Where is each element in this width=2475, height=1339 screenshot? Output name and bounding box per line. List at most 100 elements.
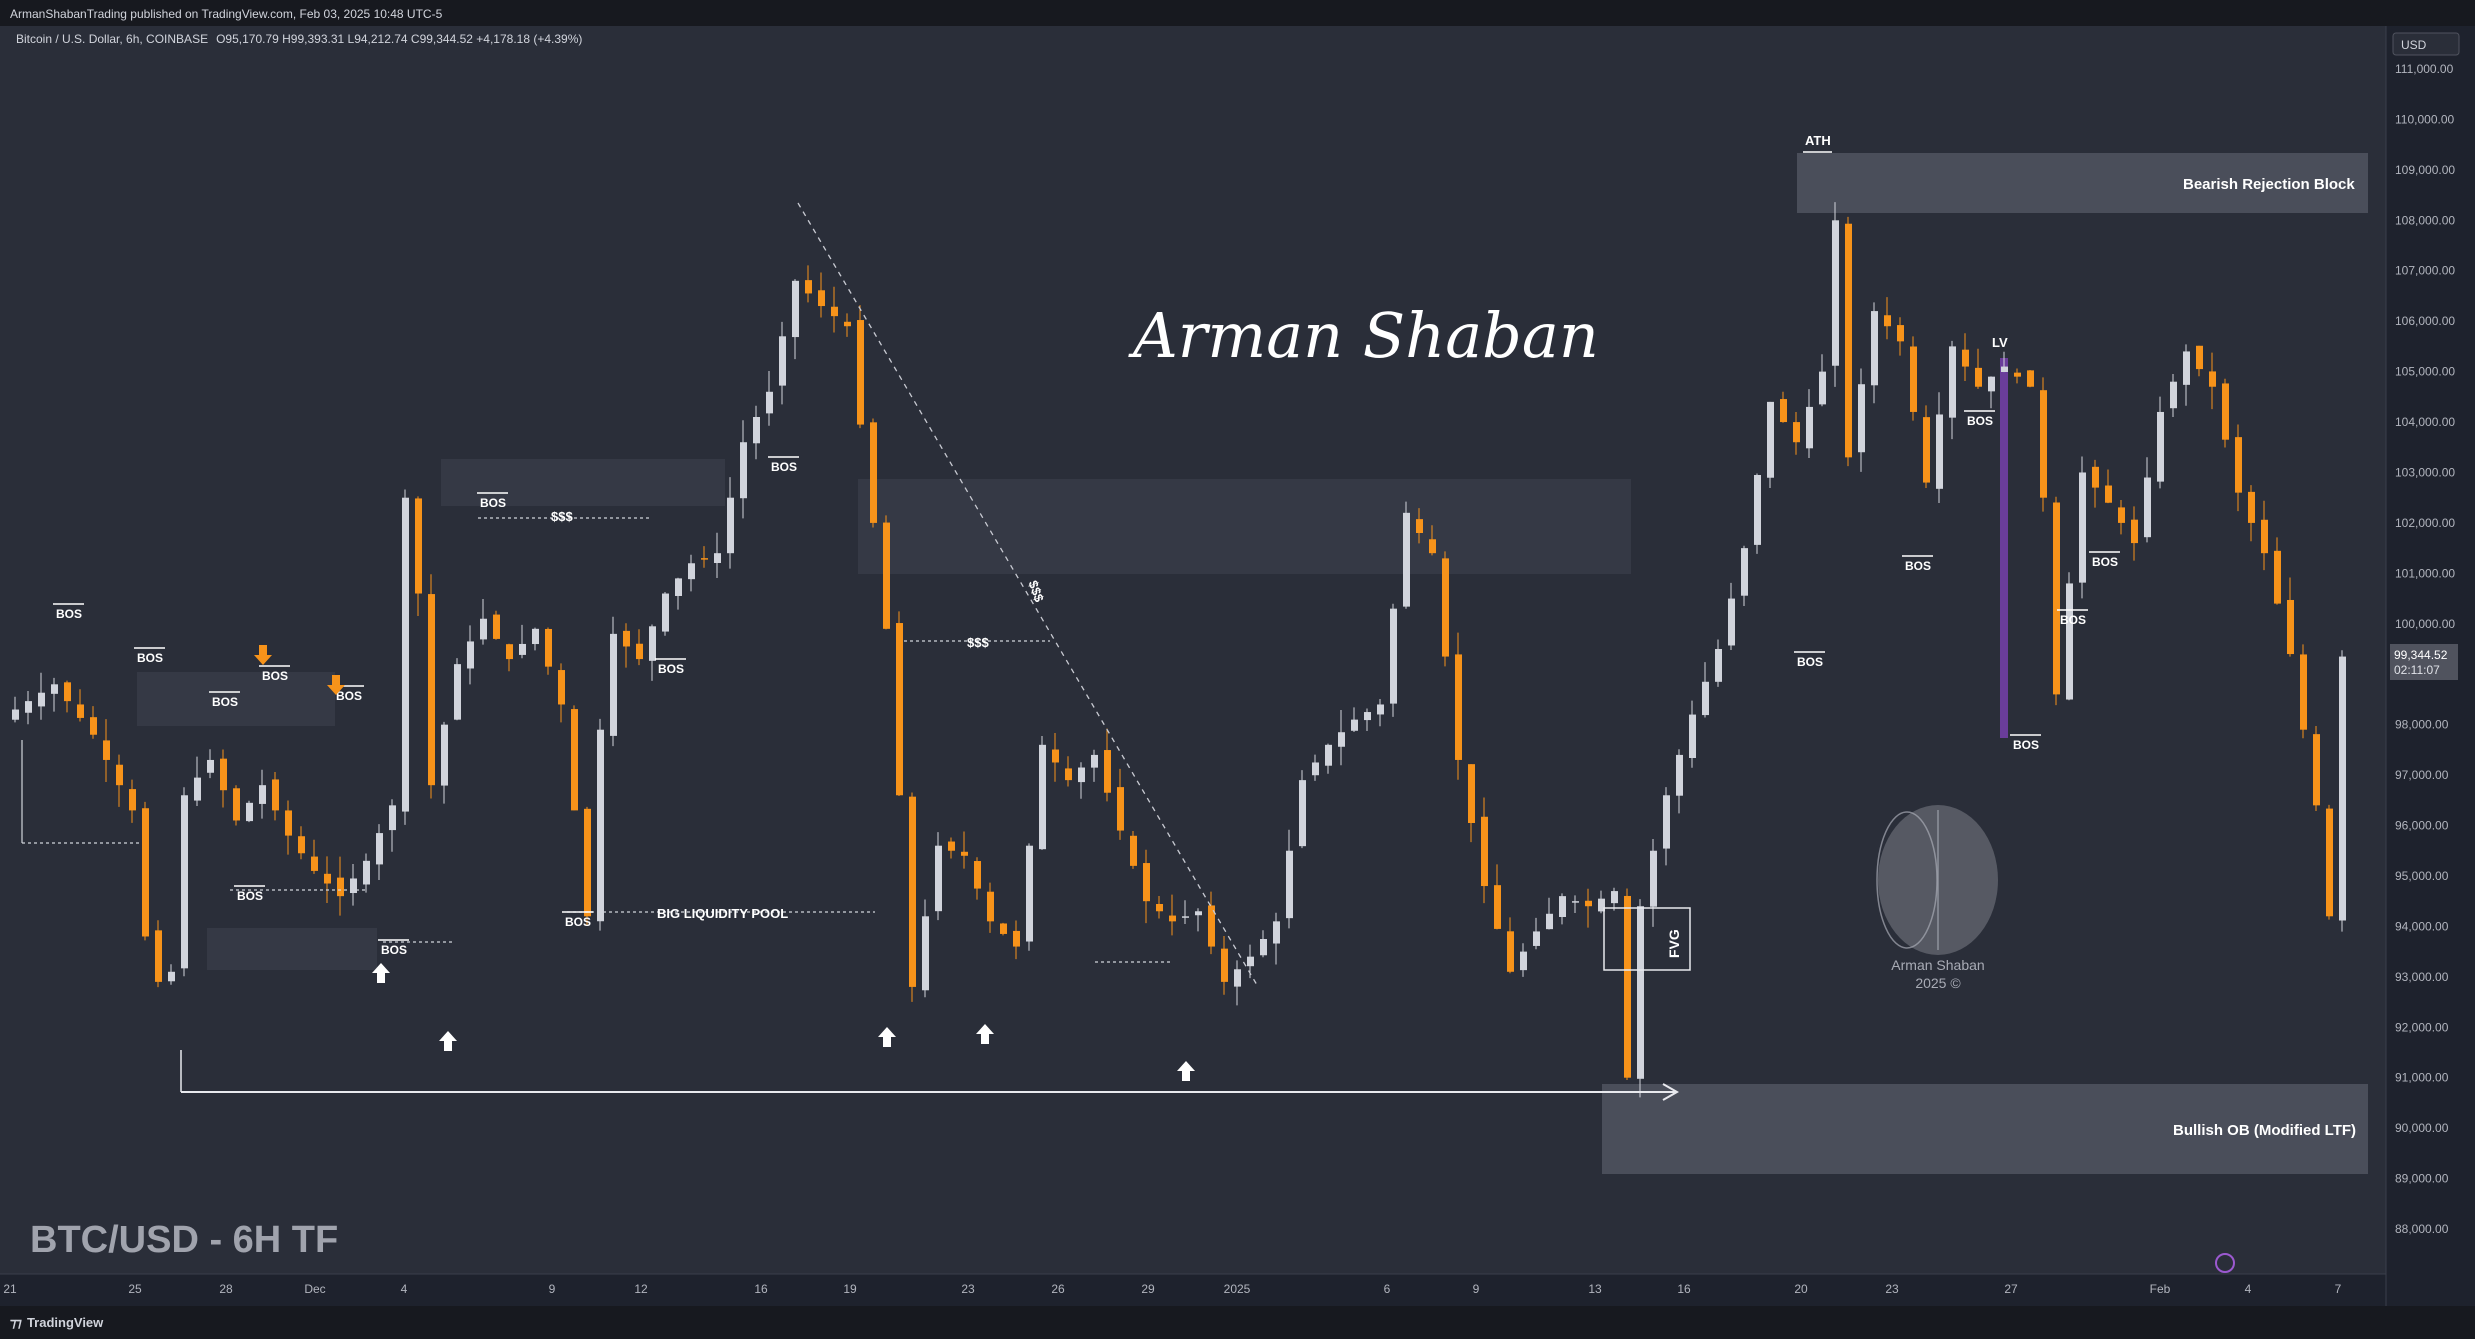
currency-badge[interactable] <box>2392 32 2460 56</box>
candle-body <box>2001 366 2008 373</box>
candle-body <box>584 808 591 917</box>
supply-zone[interactable] <box>858 479 1631 574</box>
candle-body <box>1455 654 1462 760</box>
demand-zone-left[interactable] <box>137 672 335 726</box>
markup-layer: FVG <box>21 202 1691 1101</box>
candle-body <box>1975 367 1982 387</box>
candle-body <box>675 578 682 596</box>
candle-body <box>181 795 188 969</box>
candle-body <box>2079 472 2086 583</box>
candle-body <box>1494 885 1501 929</box>
tradingview-logo[interactable]: ⁊⁊ TradingView <box>10 1315 104 1330</box>
bos-label: BOS <box>565 915 591 929</box>
fvg-label: FVG <box>1666 929 1682 958</box>
liquidity-label-1: $$$ <box>551 509 573 524</box>
candle-body <box>1767 401 1774 478</box>
candle-body <box>1312 762 1319 776</box>
liquidity-label-2: $$$ <box>967 635 989 650</box>
candle-body <box>1364 712 1371 721</box>
candle-body <box>311 856 318 871</box>
candle-body <box>1702 681 1709 716</box>
lower-zone-left[interactable] <box>207 928 377 970</box>
lv-label: LV <box>1992 335 2008 350</box>
publish-header: ArmanShabanTrading published on TradingV… <box>0 0 2475 26</box>
candle-body <box>220 758 227 791</box>
time-tick-label: 19 <box>843 1282 857 1296</box>
candle-body <box>454 664 461 720</box>
time-tick-label: 16 <box>1677 1282 1691 1296</box>
time-tick-label: Feb <box>2150 1282 2171 1296</box>
candle-body <box>77 704 84 718</box>
candle-body <box>1091 754 1098 768</box>
candle-body <box>1507 931 1514 972</box>
candle-body <box>844 321 851 327</box>
arrow-up-icon <box>976 1024 994 1044</box>
time-tick-label: 4 <box>2245 1282 2252 1296</box>
lv-zone[interactable] <box>2000 358 2008 738</box>
candle-body <box>2053 502 2060 695</box>
candle-body <box>2196 345 2203 370</box>
footer-bar: ⁊⁊ TradingView <box>0 1306 2475 1339</box>
price-tick-label: 105,000.00 <box>2395 365 2455 379</box>
candle-body <box>2287 599 2294 655</box>
candle-body <box>688 563 695 580</box>
candle-body <box>1377 704 1384 715</box>
candle-body <box>2157 411 2164 482</box>
candle-body <box>1143 863 1150 902</box>
upper-zone-left[interactable] <box>441 459 725 506</box>
bullish-ob-label: Bullish OB (Modified LTF) <box>2173 1122 2356 1139</box>
candle-body <box>1247 956 1254 967</box>
candle-body <box>1728 598 1735 646</box>
price-tick-label: 101,000.00 <box>2395 566 2455 580</box>
candle-body <box>1026 845 1033 942</box>
candle-body <box>116 764 123 786</box>
candle-body <box>987 891 994 922</box>
price-tick-label: 111,000.00 <box>2395 62 2454 76</box>
price-tick-label: 89,000.00 <box>2395 1172 2449 1186</box>
candle-body <box>1923 417 1930 483</box>
candle-body <box>1468 764 1475 823</box>
time-tick-label: 2025 <box>1224 1282 1251 1296</box>
candle-body <box>2105 485 2112 503</box>
plot-area <box>0 26 2386 1274</box>
candle-body <box>597 729 604 922</box>
bos-label: BOS <box>658 662 684 676</box>
candle-body <box>1546 913 1553 930</box>
candle-body <box>1325 744 1332 766</box>
ath-label: ATH <box>1805 133 1831 148</box>
candle-body <box>103 740 110 760</box>
bullish-ob-zone[interactable] <box>1602 1084 2368 1174</box>
candle-body <box>25 701 32 713</box>
candle-body <box>506 644 513 660</box>
fvg-box[interactable] <box>1603 907 1691 971</box>
candle-body <box>467 641 474 669</box>
candle-body <box>1559 896 1566 917</box>
logo-year: 2025 © <box>1915 975 1961 991</box>
price-tick-label: 88,000.00 <box>2395 1222 2449 1236</box>
bos-label: BOS <box>212 695 238 709</box>
candle-body <box>2183 351 2190 385</box>
candle-body <box>12 709 19 720</box>
trend-line[interactable] <box>797 202 1258 986</box>
countdown: 02:11:07 <box>2394 663 2440 677</box>
candle-body <box>129 789 136 811</box>
candle-body <box>2235 437 2242 493</box>
candle-body <box>1650 850 1657 907</box>
candle-body <box>194 777 201 801</box>
zones-layer <box>137 153 2368 1174</box>
price-tick-label: 95,000.00 <box>2395 869 2449 883</box>
candle-body <box>1000 923 1007 934</box>
big-liquidity-pool-label: BIG LIQUIDITY POOL <box>657 906 788 921</box>
time-tick-label: 16 <box>754 1282 768 1296</box>
candle-body <box>1104 750 1111 793</box>
bearish-rejection-block[interactable] <box>1797 153 2368 213</box>
candle-body <box>922 916 929 991</box>
price-tick-label: 100,000.00 <box>2395 617 2455 631</box>
candle-body <box>1520 951 1527 971</box>
event-icon[interactable] <box>2215 1253 2235 1273</box>
last-price-tag <box>2390 644 2458 680</box>
candle-body <box>90 717 97 735</box>
candle-body <box>207 759 214 773</box>
price-tick-label: 107,000.00 <box>2395 264 2455 278</box>
